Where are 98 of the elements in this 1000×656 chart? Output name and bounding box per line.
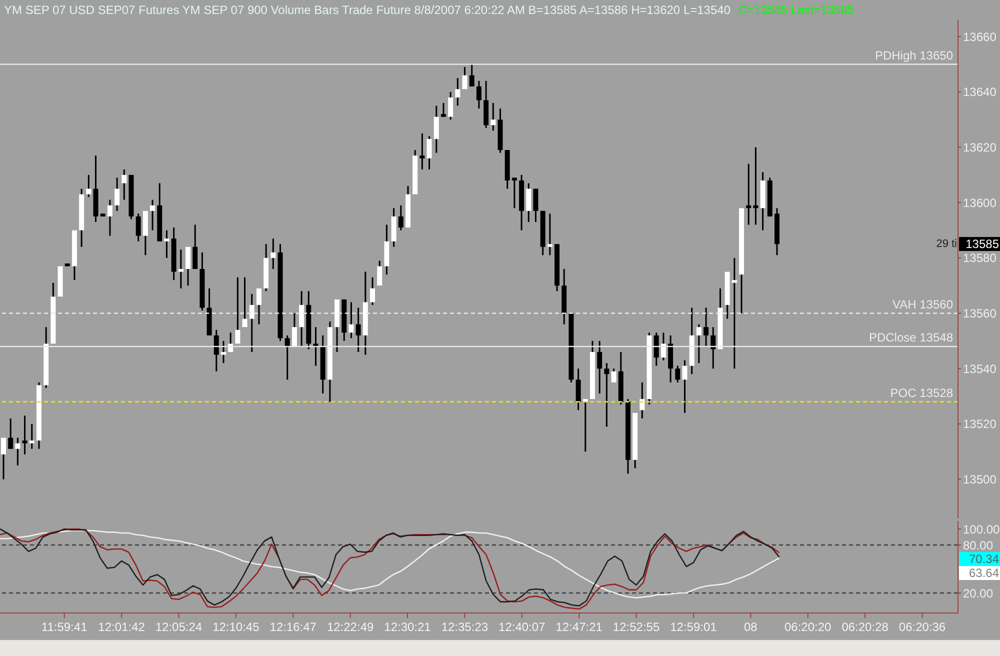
text: 70.34 <box>959 552 1000 566</box>
y-tick-label: 80.00 <box>963 538 994 552</box>
x-tick-label: 06:20:20 <box>784 620 832 634</box>
candlestick <box>8 418 14 450</box>
candlestick <box>660 332 666 362</box>
candlestick <box>114 176 120 212</box>
candlestick <box>313 326 318 367</box>
candlestick <box>526 182 532 223</box>
y-tick-label: 13620 <box>963 140 997 155</box>
annotation: 29 ti <box>936 237 957 252</box>
ref-line-label: VAH 13560 <box>892 297 954 312</box>
candlestick <box>490 102 496 132</box>
candlestick <box>710 326 716 370</box>
candlestick <box>235 276 240 344</box>
candlestick <box>377 260 382 286</box>
y-tick-label: 13520 <box>963 417 997 432</box>
candlestick <box>370 276 376 306</box>
candlestick <box>270 238 276 270</box>
candlestick <box>256 288 262 326</box>
text: 63.64 <box>959 566 1000 580</box>
candlestick <box>178 248 184 290</box>
y-tick-label: 13640 <box>963 85 997 100</box>
candlestick <box>292 312 297 348</box>
candlestick <box>1 437 6 480</box>
x-tick-label: 06:20:28 <box>842 620 889 634</box>
candlestick <box>214 329 219 372</box>
candlestick <box>192 224 198 270</box>
x-tick-label: 12:52:55 <box>612 620 660 634</box>
candlestick <box>398 204 404 232</box>
candlestick <box>122 168 127 201</box>
candlestick <box>704 306 709 348</box>
x-tick-label: 12:40:07 <box>498 620 546 634</box>
candlestick <box>753 146 758 226</box>
candlestick <box>462 66 468 90</box>
candlestick <box>654 332 659 367</box>
candlestick <box>469 64 474 88</box>
x-tick-label: 06:20:36 <box>898 620 946 634</box>
x-tick-label: 12:05:24 <box>155 620 202 634</box>
candlestick <box>476 80 482 110</box>
candlestick <box>164 230 170 259</box>
x-tick-label: 12:30:21 <box>384 620 432 634</box>
y-tick-label: 13580 <box>963 251 997 266</box>
chart-title: YM SEP 07 USD SEP07 Futures YM SEP 07 900 Volume Bars Trade Future 8/8/2007 6:20:22 AM B=13585 A=13586 H=13620 L=13540 <box>4 3 730 17</box>
candlestick <box>29 423 34 450</box>
candlestick <box>696 324 702 364</box>
candlestick <box>533 188 538 223</box>
candlestick <box>15 437 20 466</box>
candlestick <box>512 176 517 209</box>
candlestick <box>186 246 191 286</box>
candlestick <box>426 135 432 170</box>
y-tick-label: 20.00 <box>963 586 994 600</box>
x-tick-label: 12:16:47 <box>270 620 317 634</box>
x-tick-label: 11:59:41 <box>41 620 88 634</box>
candlestick <box>604 362 610 428</box>
y-tick-label: 13660 <box>963 30 997 44</box>
candlestick <box>220 340 226 364</box>
candlestick <box>732 257 737 370</box>
x-tick-label: 12:01:42 <box>98 620 146 634</box>
candlestick <box>284 334 290 380</box>
candlestick <box>299 290 304 348</box>
ref-line-label: PDHigh 13650 <box>874 48 954 62</box>
y-tick-label: 13540 <box>963 362 997 376</box>
x-tick-label: 12:47:21 <box>556 620 603 634</box>
candlestick <box>86 174 92 198</box>
candlestick <box>611 368 616 384</box>
y-tick-label: 100.00 <box>963 522 1000 536</box>
candlestick <box>356 306 361 353</box>
candlestick <box>440 102 446 118</box>
candlestick <box>576 368 581 411</box>
candlestick <box>420 132 425 170</box>
x-tick-label: 12:35:23 <box>441 620 488 634</box>
ref-line-label: POC 13528 <box>890 386 954 400</box>
candlestick <box>107 199 112 237</box>
candlestick <box>22 414 28 456</box>
ref-line-label: PDClose 13548 <box>868 330 954 344</box>
candlestick <box>682 360 688 414</box>
candlestick <box>249 293 254 353</box>
chart-subtitle: C=13585 Last=13585 <box>738 3 854 17</box>
candlestick <box>150 199 156 232</box>
x-tick-label: 08 <box>744 620 758 634</box>
candlestick <box>547 212 552 256</box>
candlestick <box>434 105 439 154</box>
candlestick <box>448 91 454 120</box>
y-tick-label: 13560 <box>963 306 997 321</box>
x-tick-label: 12:59:01 <box>670 620 718 634</box>
candlestick <box>136 212 141 242</box>
candlestick <box>348 301 354 339</box>
x-tick-label: 12:10:45 <box>212 620 260 634</box>
candlestick <box>455 77 460 107</box>
y-tick-label: 13600 <box>963 196 997 210</box>
candlestick <box>640 382 645 420</box>
candlestick <box>746 163 752 226</box>
y-tick-label: 13500 <box>963 472 997 487</box>
x-tick-label: 12:22:49 <box>326 620 374 634</box>
candlestick <box>597 340 602 394</box>
text: 13585 <box>959 237 1000 252</box>
candlestick <box>242 276 248 328</box>
candlestick <box>675 365 680 384</box>
